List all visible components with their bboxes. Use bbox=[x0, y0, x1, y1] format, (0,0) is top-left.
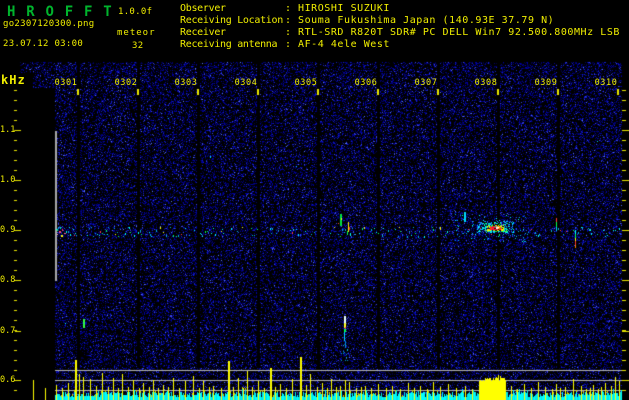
freq-tick-label: 0.7 bbox=[0, 326, 16, 336]
info-value: AF-4 4ele West bbox=[298, 39, 390, 50]
info-value: Souma Fukushima Japan (140.93E 37.79 N) bbox=[298, 15, 555, 26]
info-colon: : bbox=[285, 39, 292, 50]
time-tick-label: 0302 bbox=[114, 78, 138, 88]
time-tick-label: 0306 bbox=[354, 78, 378, 88]
info-label: Observer bbox=[180, 3, 226, 14]
time-tick-label: 0307 bbox=[414, 78, 438, 88]
freq-tick-label: 0.8 bbox=[0, 275, 16, 285]
meteor-count: 32 bbox=[132, 41, 144, 51]
meteor-label: meteor bbox=[117, 28, 156, 38]
info-value: RTL-SRD R820T SDR# PC DELL Win7 92.500.8… bbox=[298, 27, 620, 38]
time-tick-label: 0310 bbox=[594, 78, 618, 88]
time-tick-label: 0301 bbox=[54, 78, 78, 88]
info-label: Receiving antenna bbox=[180, 39, 278, 50]
freq-tick-label: 0.6 bbox=[0, 375, 16, 385]
time-tick-label: 0309 bbox=[534, 78, 558, 88]
time-tick-label: 0304 bbox=[234, 78, 258, 88]
time-tick-label: 0305 bbox=[294, 78, 318, 88]
version-label: 1.0.0f bbox=[118, 7, 153, 17]
info-colon: : bbox=[285, 15, 292, 26]
freq-axis-unit: kHz bbox=[1, 73, 26, 87]
freq-tick-label: 1.1 bbox=[0, 125, 16, 135]
freq-tick-label: 1.0 bbox=[0, 175, 16, 185]
time-tick-label: 0308 bbox=[474, 78, 498, 88]
info-colon: : bbox=[285, 3, 292, 14]
time-tick-label: 0303 bbox=[174, 78, 198, 88]
freq-tick-label: 0.9 bbox=[0, 225, 16, 235]
timestamp-label: 23.07.12 03:00 bbox=[3, 39, 84, 49]
info-colon: : bbox=[285, 27, 292, 38]
info-value: HIROSHI SUZUKI bbox=[298, 3, 390, 14]
info-label: Receiving Location bbox=[180, 15, 283, 26]
info-label: Receiver bbox=[180, 27, 226, 38]
app-title: H R O F F T bbox=[7, 4, 113, 20]
filename-label: go2307120300.png bbox=[3, 19, 95, 29]
